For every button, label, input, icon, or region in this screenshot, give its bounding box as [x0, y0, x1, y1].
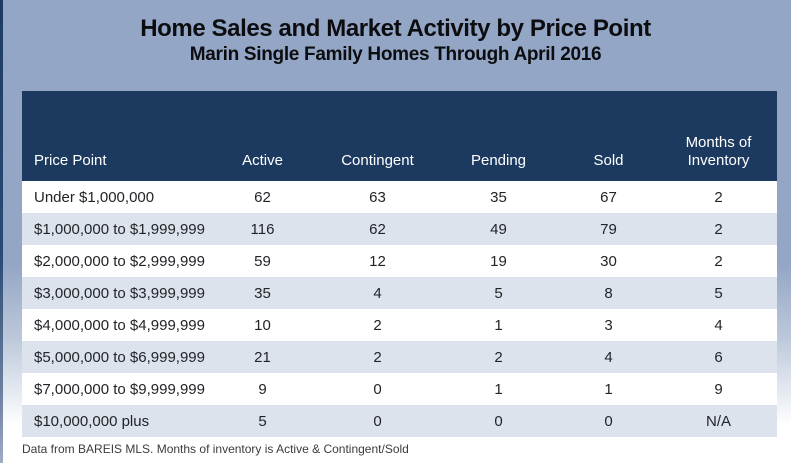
value-cell: 79	[557, 213, 660, 245]
value-cell: 4	[557, 341, 660, 373]
value-cell: 2	[315, 341, 440, 373]
value-cell: 10	[210, 309, 315, 341]
value-cell: 0	[440, 405, 557, 437]
table-row: $7,000,000 to $9,999,999 9 0 1 1 9	[22, 373, 777, 405]
value-cell: 62	[210, 181, 315, 213]
footnote: Data from BAREIS MLS. Months of inventor…	[22, 442, 409, 456]
value-cell: 3	[557, 309, 660, 341]
value-cell: 8	[557, 277, 660, 309]
value-cell: 2	[315, 309, 440, 341]
value-cell: 2	[440, 341, 557, 373]
table-row: $10,000,000 plus 5 0 0 0 N/A	[22, 405, 777, 437]
value-cell: 2	[660, 181, 777, 213]
value-cell: 1	[440, 309, 557, 341]
value-cell: 19	[440, 245, 557, 277]
column-header-sold: Sold	[557, 91, 660, 181]
price-point-cell: $3,000,000 to $3,999,999	[22, 277, 210, 309]
value-cell: 35	[440, 181, 557, 213]
value-cell: N/A	[660, 405, 777, 437]
value-cell: 0	[557, 405, 660, 437]
column-header-price-point: Price Point	[22, 91, 210, 181]
value-cell: 5	[210, 405, 315, 437]
value-cell: 0	[315, 373, 440, 405]
value-cell: 2	[660, 245, 777, 277]
price-point-cell: Under $1,000,000	[22, 181, 210, 213]
value-cell: 35	[210, 277, 315, 309]
value-cell: 12	[315, 245, 440, 277]
value-cell: 21	[210, 341, 315, 373]
column-header-contingent: Contingent	[315, 91, 440, 181]
title-block: Home Sales and Market Activity by Price …	[0, 15, 791, 66]
table-header-row: Price Point Active Contingent Pending So…	[22, 91, 777, 181]
value-cell: 30	[557, 245, 660, 277]
table-row: Under $1,000,000 62 63 35 67 2	[22, 181, 777, 213]
value-cell: 2	[660, 213, 777, 245]
value-cell: 1	[440, 373, 557, 405]
value-cell: 59	[210, 245, 315, 277]
table-body: Under $1,000,000 62 63 35 67 2 $1,000,000 to $…	[22, 181, 777, 437]
page-title: Home Sales and Market Activity by Price …	[140, 15, 651, 42]
value-cell: 67	[557, 181, 660, 213]
market-activity-table: Price Point Active Contingent Pending So…	[22, 91, 777, 437]
value-cell: 6	[660, 341, 777, 373]
value-cell: 5	[660, 277, 777, 309]
value-cell: 5	[440, 277, 557, 309]
value-cell: 63	[315, 181, 440, 213]
value-cell: 4	[660, 309, 777, 341]
value-cell: 9	[660, 373, 777, 405]
page-subtitle: Marin Single Family Homes Through April …	[189, 44, 602, 65]
table-header: Price Point Active Contingent Pending So…	[22, 91, 777, 181]
price-point-cell: $2,000,000 to $2,999,999	[22, 245, 210, 277]
value-cell: 49	[440, 213, 557, 245]
value-cell: 9	[210, 373, 315, 405]
table-row: $3,000,000 to $3,999,999 35 4 5 8 5	[22, 277, 777, 309]
table-row: $2,000,000 to $2,999,999 59 12 19 30 2	[22, 245, 777, 277]
table-row: $1,000,000 to $1,999,999 116 62 49 79 2	[22, 213, 777, 245]
column-header-pending: Pending	[440, 91, 557, 181]
price-point-cell: $4,000,000 to $4,999,999	[22, 309, 210, 341]
price-point-cell: $5,000,000 to $6,999,999	[22, 341, 210, 373]
value-cell: 4	[315, 277, 440, 309]
left-edge-accent	[0, 0, 3, 463]
price-point-cell: $7,000,000 to $9,999,999	[22, 373, 210, 405]
column-header-active: Active	[210, 91, 315, 181]
table-row: $4,000,000 to $4,999,999 10 2 1 3 4	[22, 309, 777, 341]
value-cell: 0	[315, 405, 440, 437]
table-row: $5,000,000 to $6,999,999 21 2 2 4 6	[22, 341, 777, 373]
value-cell: 1	[557, 373, 660, 405]
value-cell: 62	[315, 213, 440, 245]
price-point-cell: $10,000,000 plus	[22, 405, 210, 437]
price-point-cell: $1,000,000 to $1,999,999	[22, 213, 210, 245]
column-header-months-of-inventory: Months of Inventory	[660, 91, 777, 181]
value-cell: 116	[210, 213, 315, 245]
